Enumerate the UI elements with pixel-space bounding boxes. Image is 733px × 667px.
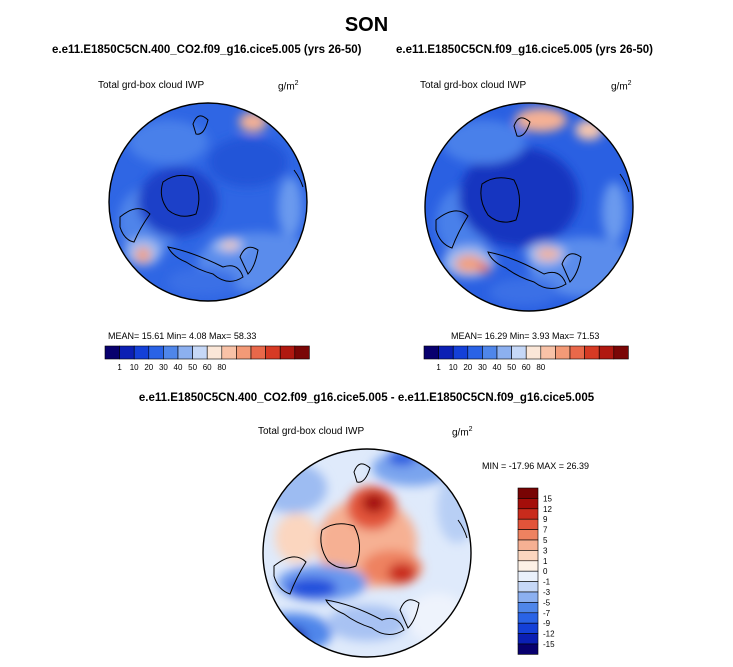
panel-1-map [108, 102, 308, 302]
panel-3-colorbar-tick-label: 1 [543, 557, 548, 566]
panel-1-colorbar-tick-label: 30 [159, 363, 168, 372]
panel-1-colorbar-swatch [163, 345, 179, 360]
panel-2-colorbar-swatch [452, 345, 469, 360]
panel-2-colorbar-tick-label: 80 [536, 363, 545, 372]
panel-1-colorbar-swatch [119, 345, 135, 360]
panel-2-colorbar-tick-label: 50 [507, 363, 516, 372]
panel-3-colorbar-swatch [517, 508, 539, 520]
panel-2-colorbar-swatch [496, 345, 512, 360]
panel-2-colorbar-swatch [569, 345, 585, 360]
panel-1-title: e.e11.E1850C5CN.400_CO2.f09_g16.cice5.00… [52, 44, 362, 56]
panel-2-colorbar-swatch [598, 345, 615, 360]
panel-2-variable-label: Total grd-box cloud IWP [420, 80, 527, 91]
panel-2-colorbar-swatch [613, 345, 629, 360]
panel-1-colorbar-swatch [236, 345, 252, 360]
panel-3-colorbar-tick-label: -1 [543, 578, 551, 587]
panel-3-colorbar-swatch [517, 602, 539, 614]
panel-3-colorbar-tick-label: -15 [543, 640, 555, 649]
panel-3-colorbar: 15 12 9 7 5 3 1 0 -1 -3 -5 -7 -9 -12 -15 [517, 487, 577, 663]
panel-1-colorbar-swatch [294, 345, 310, 360]
panel-3-colorbar-swatch [517, 539, 539, 551]
panel-1-colorbar-swatch [177, 345, 193, 360]
panel-3-colorbar-swatch [517, 487, 539, 499]
panel-1-variable-label: Total grd-box cloud IWP [98, 80, 205, 91]
panel-1-units: g/m2 [278, 80, 299, 93]
panel-2-colorbar-swatch [467, 345, 483, 360]
panel-3-colorbar-tick-label: -5 [543, 598, 551, 607]
panel-3-colorbar-swatch [517, 581, 539, 593]
panel-2-colorbar-tick-label: 1 [436, 363, 441, 372]
panel-3-stats: MIN = -17.96 MAX = 26.39 [482, 461, 590, 471]
panel-3-colorbar-tick-label: 0 [543, 567, 548, 576]
panel-1-colorbar-tick-label: 20 [144, 363, 153, 372]
panel-3-variable-label: Total grd-box cloud IWP [258, 426, 365, 437]
panel-2-units: g/m2 [611, 80, 632, 93]
panel-1-colorbar-tick-label: 80 [217, 363, 226, 372]
panel-1-colorbar-swatch [206, 345, 223, 360]
panel-1-colorbar-swatch [192, 345, 208, 360]
panel-1-colorbar-tick-label: 10 [130, 363, 139, 372]
panel-3-colorbar-tick-label: -3 [543, 588, 551, 597]
panel-2-colorbar-tick-label: 10 [449, 363, 458, 372]
panel-2-colorbar-tick-label: 60 [522, 363, 531, 372]
panel-3-colorbar-swatch [517, 529, 539, 541]
panel-3-colorbar-tick-label: 3 [543, 546, 548, 555]
panel-1-colorbar: 1 10 20 30 40 50 60 80 [104, 345, 311, 379]
panel-3-colorbar-tick-label: 12 [543, 505, 552, 514]
panel-2-colorbar-swatch [482, 345, 498, 360]
panel-2-colorbar-swatch [540, 345, 556, 360]
panel-1-colorbar-swatch [221, 345, 237, 360]
panel-1-colorbar-tick-label: 1 [117, 363, 122, 372]
panel-2-colorbar-tick-label: 20 [463, 363, 472, 372]
panel-3-colorbar-swatch [517, 633, 539, 645]
panel-3-colorbar-swatch [517, 591, 539, 603]
panel-1-colorbar-swatch [265, 345, 281, 360]
panel-3-title: e.e11.E1850C5CN.400_CO2.f09_g16.cice5.00… [138, 392, 595, 404]
panel-3-map [262, 448, 472, 658]
panel-2-map [424, 102, 634, 312]
panel-1-colorbar-swatch [279, 345, 296, 360]
panel-3-colorbar-swatch [517, 498, 539, 510]
panel-3-colorbar-swatch [517, 560, 539, 572]
panel-1-stats: MEAN= 15.61 Min= 4.08 Max= 58.33 [108, 331, 257, 341]
panel-1-colorbar-tick-label: 60 [203, 363, 212, 372]
panel-3-colorbar-tick-label: 5 [543, 536, 548, 545]
panel-3-colorbar-tick-label: -12 [543, 630, 555, 639]
panel-3-units: g/m2 [452, 426, 473, 439]
panel-3-colorbar-swatch [517, 518, 539, 530]
panel-1-colorbar-swatch [148, 345, 164, 360]
panel-1-colorbar-swatch [250, 345, 266, 360]
panel-2-stats: MEAN= 16.29 Min= 3.93 Max= 71.53 [451, 331, 600, 341]
panel-3-colorbar-swatch [517, 570, 539, 582]
panel-2-title: e.e11.E1850C5CN.f09_g16.cice5.005 (yrs 2… [396, 44, 654, 56]
page-title: SON [344, 14, 389, 36]
panel-3-colorbar-swatch [517, 622, 539, 634]
panel-3-colorbar-tick-label: 7 [543, 526, 548, 535]
panel-2-colorbar-swatch [584, 345, 600, 360]
panel-1-colorbar-tick-label: 40 [174, 363, 183, 372]
panel-3-colorbar-tick-label: -9 [543, 619, 551, 628]
panel-3-colorbar-tick-label: -7 [543, 609, 551, 618]
panel-3-colorbar-tick-label: 15 [543, 494, 552, 503]
panel-1-colorbar-tick-label: 50 [188, 363, 197, 372]
panel-3-colorbar-tick-label: 9 [543, 515, 548, 524]
panel-3-colorbar-swatch [517, 643, 539, 655]
panel-1-colorbar-swatch [133, 345, 150, 360]
panel-3-colorbar-swatch [517, 612, 539, 624]
panel-2-colorbar-tick-label: 30 [478, 363, 487, 372]
panel-2-colorbar-swatch [438, 345, 454, 360]
panel-2-colorbar-swatch [511, 345, 527, 360]
panel-2-colorbar: 1 10 20 30 40 50 60 80 [423, 345, 630, 379]
panel-2-colorbar-swatch [525, 345, 542, 360]
panel-2-colorbar-swatch [423, 345, 439, 360]
panel-2-colorbar-swatch [555, 345, 571, 360]
panel-3-colorbar-swatch [517, 550, 539, 562]
panel-2-colorbar-tick-label: 40 [493, 363, 502, 372]
panel-1-colorbar-swatch [104, 345, 120, 360]
